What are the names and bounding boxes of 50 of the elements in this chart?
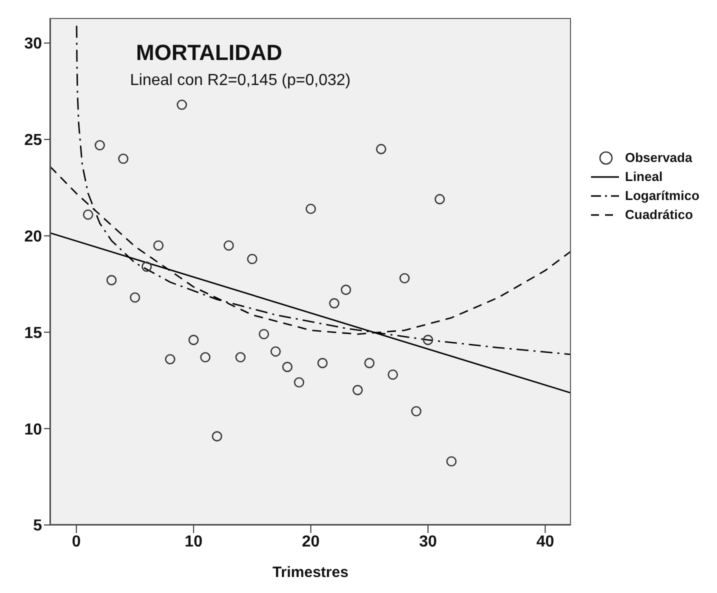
point: [294, 377, 304, 388]
x-tick-label: 10: [184, 533, 203, 550]
point: [282, 362, 292, 372]
point: [247, 254, 258, 264]
legend-label: Lineal: [625, 169, 663, 184]
y-tick-label: 30: [24, 36, 42, 53]
point: [200, 352, 210, 362]
x-axis-title: Trimestres: [272, 564, 348, 581]
point: [258, 329, 270, 340]
point: [306, 204, 316, 214]
legend-label: Observada: [625, 150, 692, 165]
point: [82, 209, 94, 220]
point: [212, 431, 222, 442]
y-tick-label: 25: [24, 132, 42, 150]
x-tick-label: 40: [536, 533, 554, 550]
point: [422, 334, 434, 346]
point: [434, 194, 445, 204]
point: [142, 262, 152, 272]
point: [176, 100, 188, 110]
point: [446, 456, 457, 467]
point: [130, 292, 140, 303]
x-tick-label: 20: [302, 533, 320, 550]
point: [118, 154, 128, 164]
point: [329, 298, 340, 308]
x-tick-label: 0: [72, 533, 81, 550]
point: [164, 354, 176, 364]
y-tick-label: 5: [33, 518, 42, 535]
y-tick-label: 20: [24, 228, 42, 246]
x-tick-label: 30: [419, 533, 438, 550]
y-tick-label: 10: [24, 421, 42, 438]
point: [340, 284, 352, 295]
point: [224, 240, 234, 251]
text: MORTALIDAD: [136, 40, 282, 66]
point: [411, 406, 422, 416]
point: [188, 334, 199, 346]
point: [399, 273, 410, 284]
point: [270, 346, 281, 357]
point: [364, 358, 375, 368]
point: [153, 240, 164, 251]
point: [106, 275, 117, 286]
point: [376, 144, 386, 154]
text: Lineal con R2=0,145 (p=0,032): [130, 72, 351, 90]
point: [317, 358, 328, 368]
point: [388, 369, 398, 380]
point: [235, 352, 246, 362]
point: [94, 140, 105, 150]
legend-label: Logarítmico: [625, 188, 700, 203]
y-tick-label: 15: [24, 324, 42, 342]
point: [352, 384, 363, 396]
legend-label: Cuadrático: [625, 207, 693, 222]
